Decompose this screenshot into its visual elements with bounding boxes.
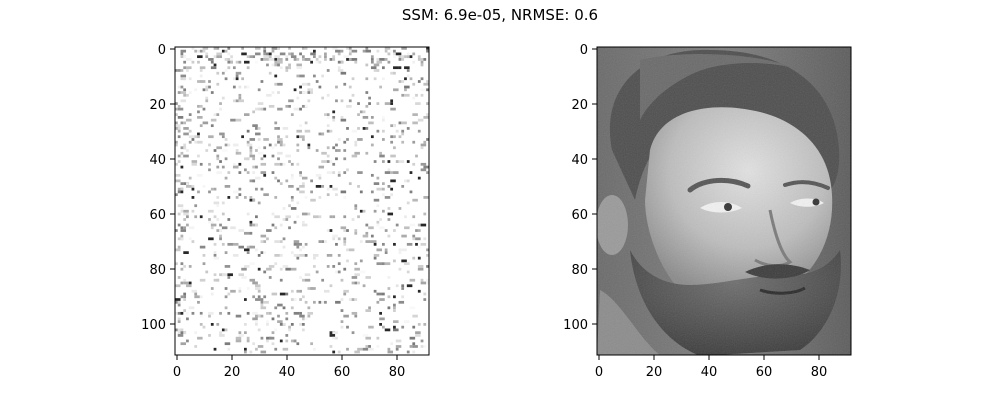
right-x-ticks: 0 20 40 60 80 xyxy=(595,355,827,380)
left-y-tick-label: 80 xyxy=(149,263,166,278)
left-x-ticks: 0 20 40 60 80 xyxy=(173,355,405,380)
left-y-tick-label: 20 xyxy=(149,98,166,113)
right-x-tick-label: 0 xyxy=(595,365,603,380)
right-y-tick-label: 80 xyxy=(571,263,588,278)
right-x-tick-label: 80 xyxy=(811,365,828,380)
left-image-background xyxy=(175,47,429,355)
left-x-tick-label: 60 xyxy=(334,365,351,380)
left-y-tick-label: 0 xyxy=(158,43,166,58)
left-x-tick-label: 80 xyxy=(389,365,406,380)
left-x-tick-label: 0 xyxy=(173,365,181,380)
right-axes-frame xyxy=(596,46,852,356)
right-image-face xyxy=(597,47,851,355)
figure-title: SSM: 6.9e-05, NRMSE: 0.6 xyxy=(401,6,599,24)
left-y-tick-label: 60 xyxy=(149,208,166,223)
left-x-tick-label: 40 xyxy=(279,365,296,380)
left-y-tick-label: 40 xyxy=(149,153,166,168)
left-y-ticks: 0 20 40 60 80 100 xyxy=(141,43,175,333)
right-y-tick-label: 100 xyxy=(563,318,588,333)
left-axes-frame xyxy=(174,46,430,356)
right-y-tick-label: 60 xyxy=(571,208,588,223)
right-y-ticks: 0 20 40 60 80 100 xyxy=(563,43,597,333)
left-y-tick-label: 100 xyxy=(141,318,166,333)
right-x-tick-label: 60 xyxy=(756,365,773,380)
left-image-noise xyxy=(175,47,429,354)
right-y-tick-label: 0 xyxy=(580,43,588,58)
right-y-tick-label: 20 xyxy=(571,98,588,113)
right-x-tick-label: 20 xyxy=(646,365,663,380)
right-x-tick-label: 40 xyxy=(701,365,718,380)
right-y-tick-label: 40 xyxy=(571,153,588,168)
left-x-tick-label: 20 xyxy=(224,365,241,380)
